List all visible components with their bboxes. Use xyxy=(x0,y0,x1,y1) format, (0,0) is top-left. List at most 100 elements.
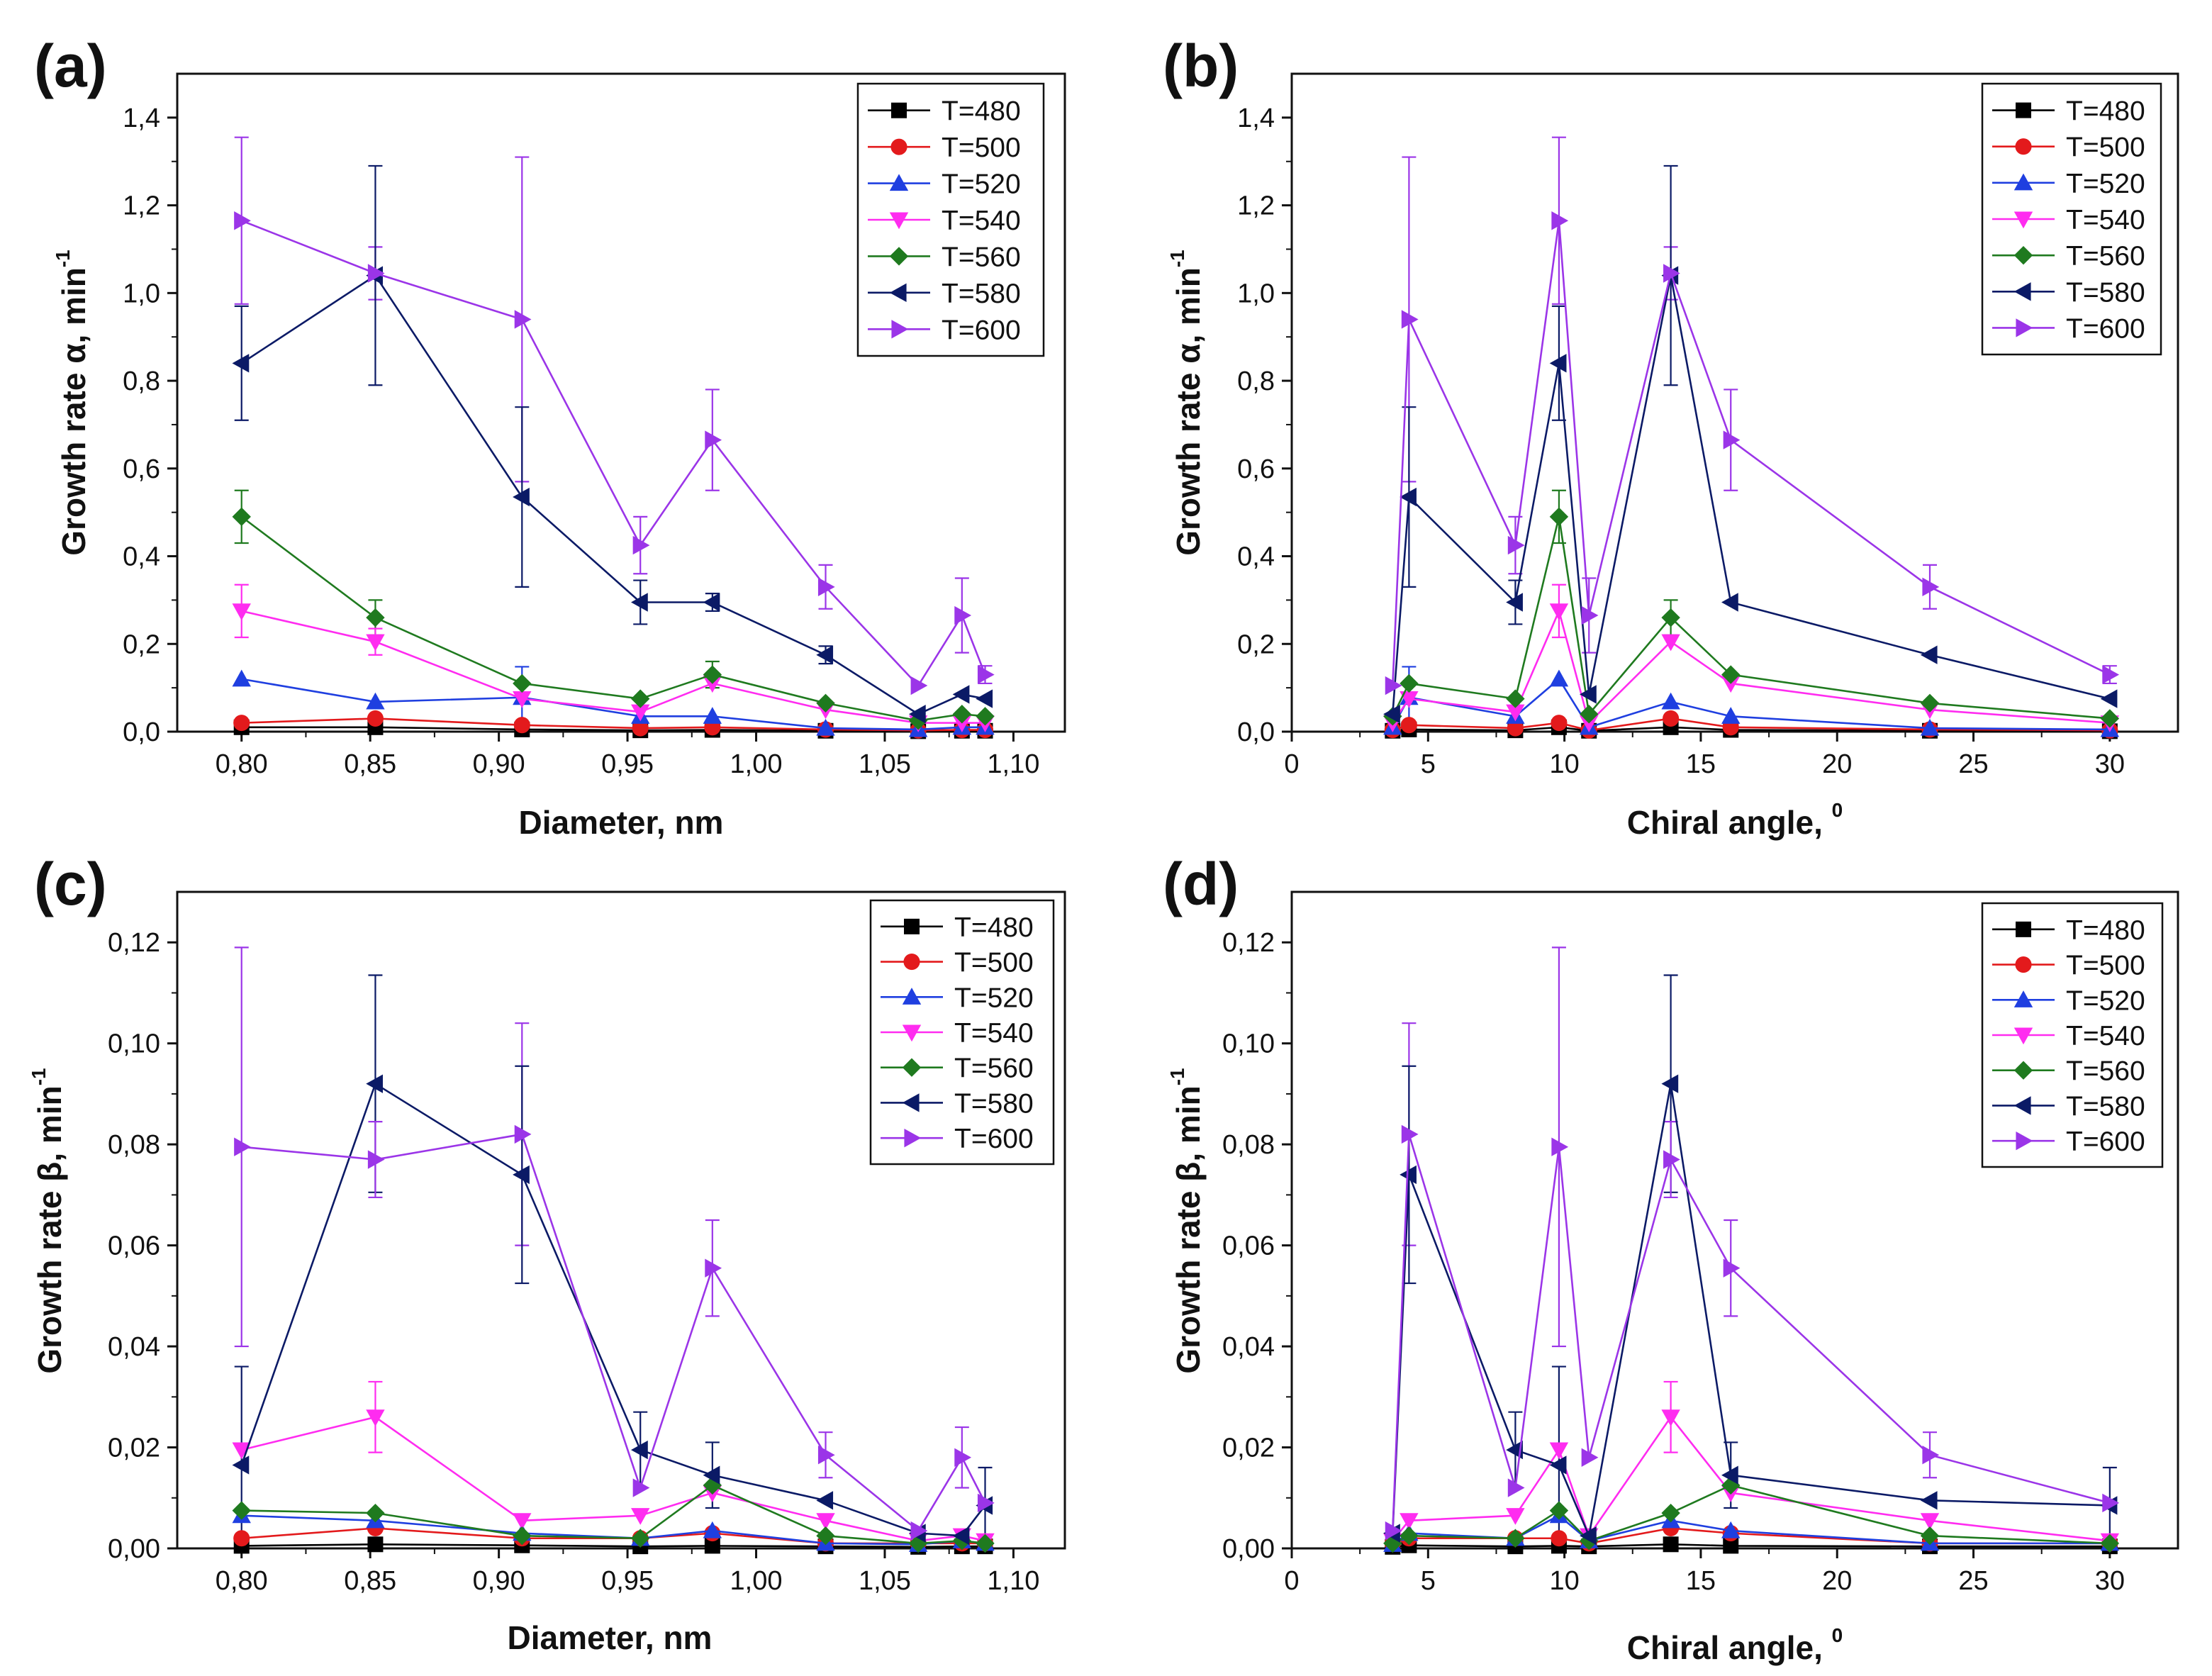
data-point xyxy=(1581,605,1599,625)
legend-marker xyxy=(902,1058,922,1077)
data-point xyxy=(1661,692,1680,710)
x-axis-title-superscript: 0 xyxy=(1832,799,1843,821)
legend-marker xyxy=(902,1024,922,1042)
y-tick-label: 0,0 xyxy=(123,717,160,747)
data-point xyxy=(367,1150,385,1169)
data-point xyxy=(816,645,834,664)
data-point xyxy=(367,264,385,283)
data-point xyxy=(1723,430,1741,449)
series-T-560 xyxy=(232,507,995,730)
series-T-600 xyxy=(1385,211,2120,695)
plot-frame xyxy=(176,890,1066,1550)
series-line xyxy=(1392,1514,2110,1546)
y-tick-label: 0,02 xyxy=(1222,1434,1275,1463)
legend-label: T=480 xyxy=(954,912,1034,943)
data-point xyxy=(1663,1150,1680,1169)
x-tick-label: 5 xyxy=(1421,1566,1436,1596)
legend-marker xyxy=(2016,921,2031,937)
x-tick-label: 10 xyxy=(1549,749,1579,779)
data-point xyxy=(232,603,251,621)
legend-label: T=600 xyxy=(954,1124,1034,1154)
y-tick-label: 0,2 xyxy=(123,630,160,659)
data-point xyxy=(1549,354,1567,373)
x-tick-label: 1,05 xyxy=(859,749,911,779)
data-point xyxy=(234,211,251,230)
data-point xyxy=(1721,676,1741,693)
data-point xyxy=(703,1465,720,1485)
legend-marker xyxy=(2015,138,2032,155)
data-point xyxy=(366,692,385,710)
x-tick-label: 0,80 xyxy=(216,749,268,779)
x-axis-title-superscript: 0 xyxy=(1832,1624,1843,1646)
data-point xyxy=(1400,1513,1419,1531)
y-tick-label: 0,00 xyxy=(108,1534,160,1564)
data-point xyxy=(1721,1465,1738,1485)
legend-marker xyxy=(891,320,909,339)
y-axis-title-superscript: -1 xyxy=(1166,1068,1188,1085)
y-axis-title: Growth rate α, min-1 xyxy=(1166,250,1207,555)
x-tick-label: 0,90 xyxy=(473,1566,525,1596)
data-point xyxy=(1920,1526,1940,1546)
x-tick-label: 5 xyxy=(1421,749,1436,779)
data-point xyxy=(1549,1456,1567,1475)
data-point xyxy=(366,608,385,627)
x-axis-title: Diameter, nm xyxy=(519,804,724,841)
legend: T=480 T=500 T=520 T=540 T=560 T=580 T=600 xyxy=(856,82,1045,357)
data-point xyxy=(1549,507,1569,527)
x-tick-label: 20 xyxy=(1822,1566,1852,1596)
data-point xyxy=(1401,1124,1419,1144)
x-tick-label: 25 xyxy=(1958,1566,1988,1596)
y-axis-title-superscript: -1 xyxy=(52,250,74,267)
data-point xyxy=(514,1124,532,1144)
series-T-600 xyxy=(234,1124,995,1541)
data-point xyxy=(1920,645,1938,664)
data-point xyxy=(1549,1501,1569,1520)
data-point xyxy=(1723,1258,1741,1278)
series-T-560 xyxy=(232,1475,995,1553)
x-tick-label: 0 xyxy=(1284,749,1299,779)
data-point xyxy=(1506,1440,1523,1460)
data-point xyxy=(1400,674,1419,693)
data-point xyxy=(816,718,835,736)
series-T-600 xyxy=(234,211,995,695)
data-point xyxy=(1549,1442,1569,1460)
y-tick-label: 1,0 xyxy=(123,279,160,308)
legend-label: T=580 xyxy=(954,1088,1034,1119)
panel-label: (d) xyxy=(1163,851,1239,917)
data-point xyxy=(631,593,648,612)
data-point xyxy=(1507,535,1525,555)
data-point xyxy=(1920,1491,1938,1510)
data-point xyxy=(1506,593,1523,612)
data-point xyxy=(1506,1508,1525,1525)
y-tick-label: 0,06 xyxy=(108,1231,160,1261)
x-tick-label: 25 xyxy=(1958,749,1988,779)
y-tick-label: 0,04 xyxy=(108,1332,160,1362)
legend-marker xyxy=(889,283,907,303)
data-point xyxy=(233,1530,250,1547)
data-point xyxy=(232,507,251,527)
data-point xyxy=(703,593,720,612)
y-tick-label: 0,0 xyxy=(1237,717,1275,747)
y-tick-label: 0,08 xyxy=(1222,1130,1275,1160)
data-point xyxy=(631,689,650,708)
data-point xyxy=(703,707,722,724)
data-point xyxy=(366,634,385,652)
data-point xyxy=(1922,577,1940,597)
chart-panel-c: (c) 0,80 0,85 0,90 0,95 1,00 1,05 1,10 0,00 0,02 0… xyxy=(28,851,1066,1656)
series-line xyxy=(241,1133,986,1533)
data-point xyxy=(1721,593,1738,612)
data-point xyxy=(1383,705,1400,724)
data-point xyxy=(366,1409,385,1426)
data-point xyxy=(977,665,995,684)
legend-label: T=560 xyxy=(942,242,1021,272)
legend-marker xyxy=(2013,990,2033,1007)
data-point xyxy=(1549,603,1569,621)
data-point xyxy=(1400,1526,1419,1546)
data-point xyxy=(1922,1446,1940,1465)
data-point xyxy=(632,720,649,737)
data-point xyxy=(908,705,926,724)
x-tick-label: 0,80 xyxy=(216,1566,268,1596)
data-point xyxy=(703,665,722,684)
x-axis-title: Chiral angle, 0 xyxy=(1627,799,1843,841)
data-point xyxy=(1507,720,1524,737)
